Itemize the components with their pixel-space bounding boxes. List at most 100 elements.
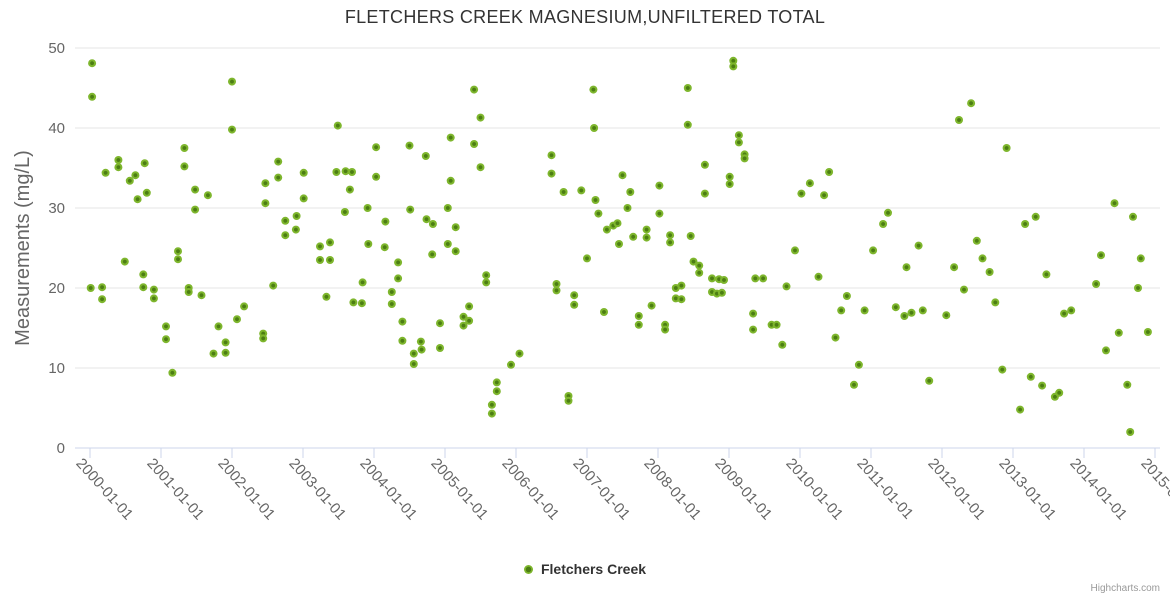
data-point[interactable] [708, 274, 716, 283]
data-point[interactable] [797, 189, 806, 198]
data-point[interactable] [1114, 328, 1123, 337]
data-point[interactable] [363, 204, 372, 212]
data-point[interactable] [686, 232, 695, 240]
data-point[interactable] [340, 208, 349, 216]
data-point[interactable] [88, 59, 97, 68]
data-point[interactable] [443, 240, 452, 248]
data-point[interactable] [174, 255, 182, 264]
data-point[interactable] [1097, 251, 1105, 260]
data-point[interactable] [791, 246, 799, 255]
data-point[interactable] [1110, 199, 1119, 208]
data-point[interactable] [372, 172, 381, 181]
data-point[interactable] [642, 225, 651, 234]
data-point[interactable] [98, 295, 107, 304]
data-point[interactable] [925, 376, 934, 385]
data-point[interactable] [487, 409, 496, 418]
data-point[interactable] [515, 349, 524, 358]
data-point[interactable] [1126, 428, 1135, 436]
data-point[interactable] [891, 303, 900, 312]
data-point[interactable] [281, 231, 290, 240]
data-point[interactable] [820, 191, 829, 200]
data-point[interactable] [869, 246, 878, 255]
data-point[interactable] [459, 321, 468, 330]
data-point[interactable] [240, 302, 249, 311]
data-point[interactable] [428, 220, 437, 228]
data-point[interactable] [634, 312, 643, 320]
data-point[interactable] [372, 143, 381, 152]
data-point[interactable] [436, 319, 444, 328]
data-point[interactable] [465, 316, 474, 325]
data-point[interactable] [101, 168, 110, 177]
data-point[interactable] [443, 204, 452, 212]
data-point[interactable] [683, 120, 692, 129]
data-point[interactable] [677, 295, 686, 304]
data-point[interactable] [1102, 346, 1110, 355]
data-point[interactable] [590, 124, 599, 132]
data-point[interactable] [564, 396, 573, 405]
data-point[interactable] [559, 188, 568, 196]
data-point[interactable] [955, 116, 963, 124]
data-point[interactable] [221, 338, 230, 347]
data-point[interactable] [998, 365, 1007, 374]
data-point[interactable] [717, 288, 726, 297]
data-point[interactable] [139, 270, 148, 279]
data-point[interactable] [233, 315, 241, 324]
data-point[interactable] [950, 263, 959, 272]
data-point[interactable] [1143, 328, 1152, 336]
data-point[interactable] [221, 348, 230, 357]
data-point[interactable] [860, 306, 869, 315]
data-point[interactable] [451, 223, 460, 232]
data-point[interactable] [720, 276, 728, 284]
data-point[interactable] [661, 325, 670, 334]
data-point[interactable] [972, 236, 981, 245]
data-point[interactable] [387, 300, 396, 308]
data-point[interactable] [772, 320, 781, 329]
data-point[interactable] [623, 204, 632, 212]
data-point[interactable] [394, 274, 403, 283]
data-point[interactable] [326, 238, 334, 247]
data-point[interactable] [942, 311, 951, 320]
data-point[interactable] [259, 334, 268, 343]
data-point[interactable] [879, 220, 888, 228]
data-point[interactable] [470, 85, 479, 94]
data-point[interactable] [381, 217, 390, 226]
data-point[interactable] [180, 162, 189, 171]
data-point[interactable] [615, 240, 623, 248]
data-point[interactable] [695, 268, 704, 277]
data-point[interactable] [729, 62, 738, 71]
data-point[interactable] [666, 231, 675, 240]
data-point[interactable] [1016, 405, 1025, 414]
data-point[interactable] [683, 84, 692, 92]
data-point[interactable] [695, 261, 704, 270]
data-point[interactable] [291, 225, 300, 234]
data-point[interactable] [734, 131, 743, 140]
data-point[interactable] [120, 257, 129, 266]
data-point[interactable] [398, 317, 407, 326]
data-point[interactable] [583, 254, 591, 263]
data-point[interactable] [1038, 381, 1047, 390]
legend-item[interactable]: Fletchers Creek [0, 561, 1170, 577]
data-point[interactable] [634, 320, 643, 329]
data-point[interactable] [734, 138, 743, 147]
data-point[interactable] [960, 285, 968, 294]
data-point[interactable] [677, 281, 686, 290]
data-point[interactable] [591, 196, 600, 204]
data-point[interactable] [751, 274, 760, 283]
data-point[interactable] [332, 168, 341, 176]
data-point[interactable] [749, 309, 758, 318]
data-point[interactable] [316, 256, 324, 264]
data-point[interactable] [618, 171, 627, 180]
data-point[interactable] [203, 191, 212, 200]
data-point[interactable] [740, 154, 749, 163]
data-point[interactable] [140, 159, 149, 168]
data-point[interactable] [380, 243, 389, 252]
data-point[interactable] [850, 380, 858, 389]
data-point[interactable] [417, 345, 426, 354]
data-point[interactable] [405, 141, 414, 150]
data-point[interactable] [348, 168, 356, 176]
data-point[interactable] [907, 308, 916, 317]
data-point[interactable] [1031, 212, 1040, 221]
data-point[interactable] [626, 188, 635, 196]
data-point[interactable] [1026, 372, 1035, 381]
data-point[interactable] [749, 325, 758, 334]
